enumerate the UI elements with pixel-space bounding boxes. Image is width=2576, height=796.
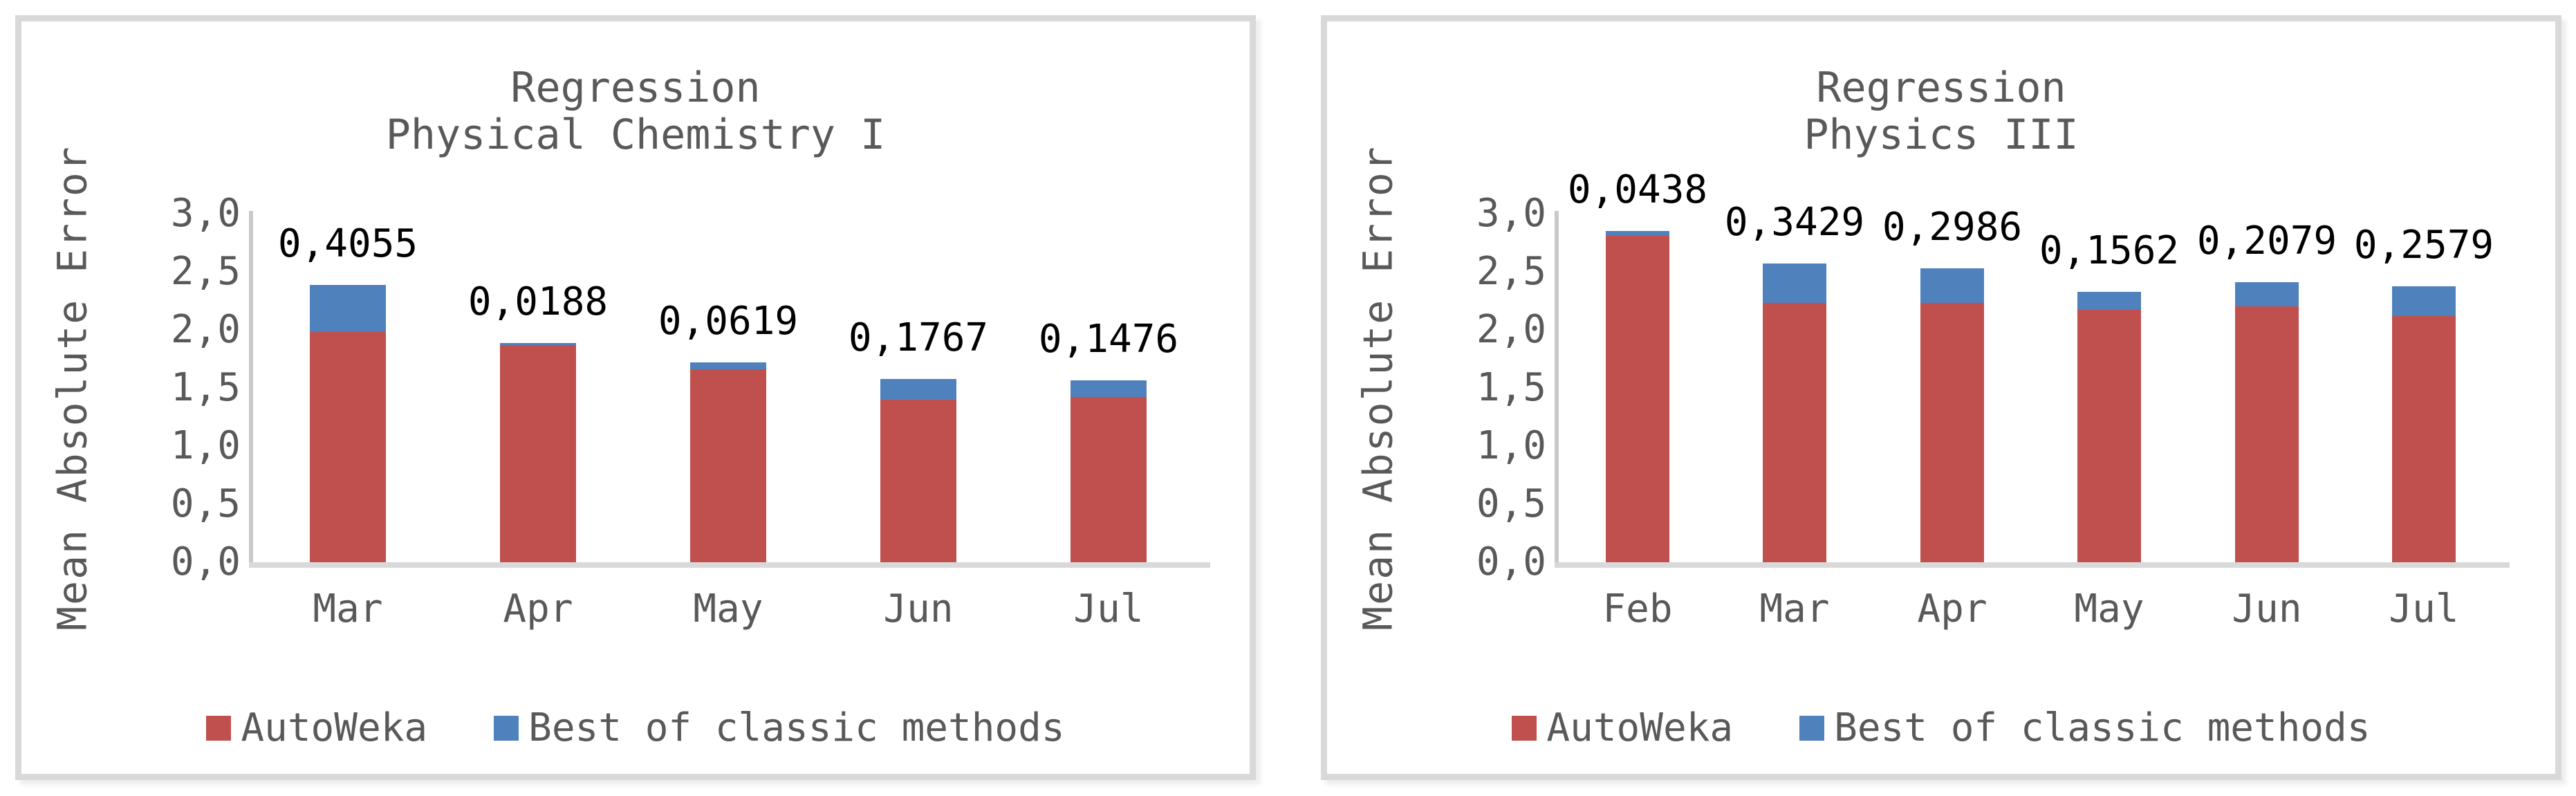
y-tick-label: 1,5 [170,365,241,410]
y-tick-label: 1,0 [170,423,241,468]
bar-segment-best-classic [1920,268,1984,303]
x-category-label: Mar [313,586,383,631]
x-category-label: Jun [2232,586,2302,631]
legend-label-best-classic: Best of classic methods [528,705,1065,750]
bar-segment-autoweka [2077,310,2141,562]
bar-segment-best-classic [1071,380,1147,397]
bar-data-label: 0,2079 [2196,219,2337,263]
y-tick-label: 2,0 [1476,307,1546,352]
legend-swatch-autoweka [206,716,232,741]
legend-label-autoweka: AutoWeka [241,705,428,750]
bar-segment-autoweka [1606,236,1669,562]
legend: AutoWeka Best of classic methods [1327,707,2555,749]
x-category-label: May [2074,586,2144,631]
x-category-label: Feb [1602,586,1673,631]
chart-title-line-2: Physical Chemistry I [385,111,886,159]
y-tick-label: 0,5 [170,481,241,526]
legend: AutoWeka Best of classic methods [21,707,1250,749]
legend-item-best-classic: Best of classic methods [1799,705,2371,750]
bar-data-label: 0,2579 [2353,223,2494,268]
bar-segment-best-classic [1763,263,1826,303]
chart-panel-physics-3: Regression Physics III Mean Absolute Erro… [1321,15,2561,780]
y-tick-label: 2,0 [170,307,241,352]
bar-segment-autoweka [310,332,386,562]
bar-segment-autoweka [690,369,766,562]
x-category-label: Jul [1073,586,1144,631]
legend-item-autoweka: AutoWeka [1512,707,1733,749]
bar-data-label: 0,0188 [467,279,609,324]
chart-title: Regression Physics III [1327,64,2555,158]
bar-data-label: 0,0619 [658,299,799,344]
bar-segment-autoweka [500,345,576,562]
bar-segment-best-classic [880,379,956,400]
legend-item-best-classic: Best of classic methods [494,705,1065,750]
y-tick-label: 1,0 [1476,423,1546,468]
bar-data-label: 0,1476 [1038,317,1179,362]
bar-segment-autoweka [880,400,956,562]
bar-segment-best-classic [1606,231,1669,236]
y-tick-label: 1,5 [1476,365,1546,410]
bar-segment-autoweka [1071,397,1147,562]
bar-segment-best-classic [690,362,766,369]
y-tick-label: 0,0 [1476,539,1546,584]
x-category-label: Jun [883,586,954,631]
y-tick-label: 0,5 [1476,481,1546,526]
x-axis-baseline [1555,562,2510,568]
bar-segment-autoweka [2235,306,2299,562]
y-axis-line [249,211,253,566]
bar-segment-best-classic [2077,292,2141,310]
bar-segment-autoweka [2392,316,2456,562]
bar-data-label: 0,2986 [1882,205,2023,250]
x-axis-baseline [249,562,1210,568]
x-category-label: Jul [2389,586,2459,631]
bar-data-label: 0,1562 [2039,228,2180,273]
bar-segment-best-classic [310,285,386,332]
y-tick-label: 2,5 [170,249,241,294]
x-category-label: Mar [1759,586,1830,631]
x-category-label: May [693,586,763,631]
bar-segment-autoweka [1920,303,1984,562]
chart-panel-physical-chemistry-1: Regression Physical Chemistry I Mean Abso… [15,15,1256,780]
bar-data-label: 0,3429 [1724,200,1865,245]
chart-title: Regression Physical Chemistry I [21,64,1250,158]
y-axis-title: Mean Absolute Error [1355,145,1402,631]
chart-title-line-2: Physics III [1804,111,2079,159]
legend-swatch-best-classic [494,716,519,741]
x-category-label: Apr [1917,586,1987,631]
y-axis-line [1555,211,1559,566]
bar-segment-best-classic [2392,286,2456,316]
bar-segment-best-classic [2235,282,2299,306]
bar-data-label: 0,1767 [848,315,989,360]
legend-item-autoweka: AutoWeka [206,707,427,749]
y-tick-label: 3,0 [170,191,241,236]
x-category-label: Apr [503,586,573,631]
bar-data-label: 0,0438 [1567,167,1708,212]
legend-swatch-autoweka [1512,716,1537,741]
bar-data-label: 0,4055 [277,221,418,266]
y-axis-title: Mean Absolute Error [49,145,96,631]
chart-title-line-1: Regression [1816,64,2066,112]
y-tick-label: 2,5 [1476,249,1546,294]
chart-title-line-1: Regression [510,64,761,112]
legend-label-autoweka: AutoWeka [1546,705,1734,750]
bar-segment-best-classic [500,343,576,345]
bar-segment-autoweka [1763,303,1826,562]
y-tick-label: 3,0 [1476,191,1546,236]
legend-label-best-classic: Best of classic methods [1834,705,2371,750]
y-tick-label: 0,0 [170,539,241,584]
legend-swatch-best-classic [1799,716,1825,741]
